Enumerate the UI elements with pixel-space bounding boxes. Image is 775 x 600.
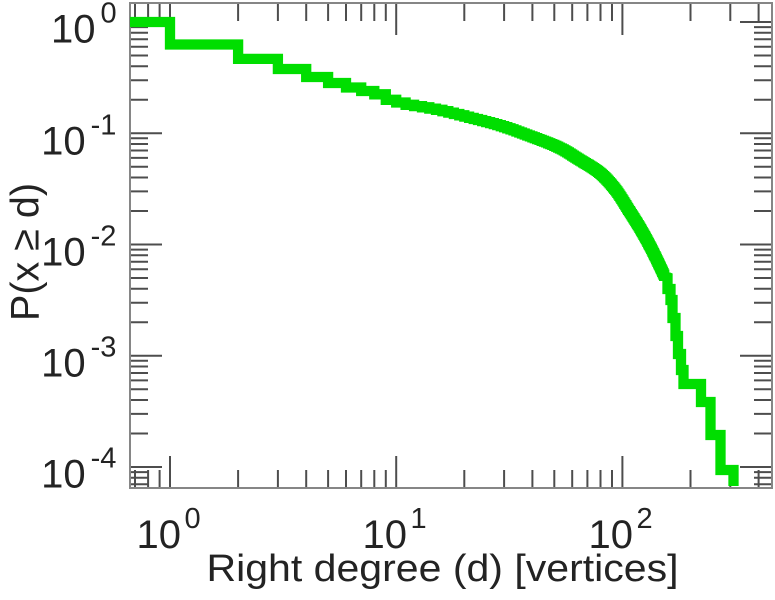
svg-text:-3: -3	[91, 332, 117, 364]
svg-text:10: 10	[41, 231, 86, 275]
svg-text:10: 10	[363, 513, 408, 557]
svg-text:0: 0	[185, 503, 201, 535]
svg-text:10: 10	[589, 513, 634, 557]
svg-text:2: 2	[637, 503, 653, 535]
svg-text:P(x ≥ d): P(x ≥ d)	[4, 183, 48, 321]
svg-text:10: 10	[41, 453, 86, 497]
svg-text:-4: -4	[91, 443, 117, 475]
svg-text:Right degree (d) [vertices]: Right degree (d) [vertices]	[207, 548, 679, 590]
svg-text:10: 10	[137, 513, 182, 557]
svg-text:-1: -1	[91, 110, 117, 142]
svg-text:10: 10	[41, 342, 86, 386]
svg-text:10: 10	[41, 120, 86, 164]
svg-text:0: 0	[101, 0, 117, 30]
svg-text:10: 10	[51, 8, 96, 52]
svg-text:1: 1	[411, 503, 427, 535]
svg-text:-2: -2	[91, 221, 117, 253]
